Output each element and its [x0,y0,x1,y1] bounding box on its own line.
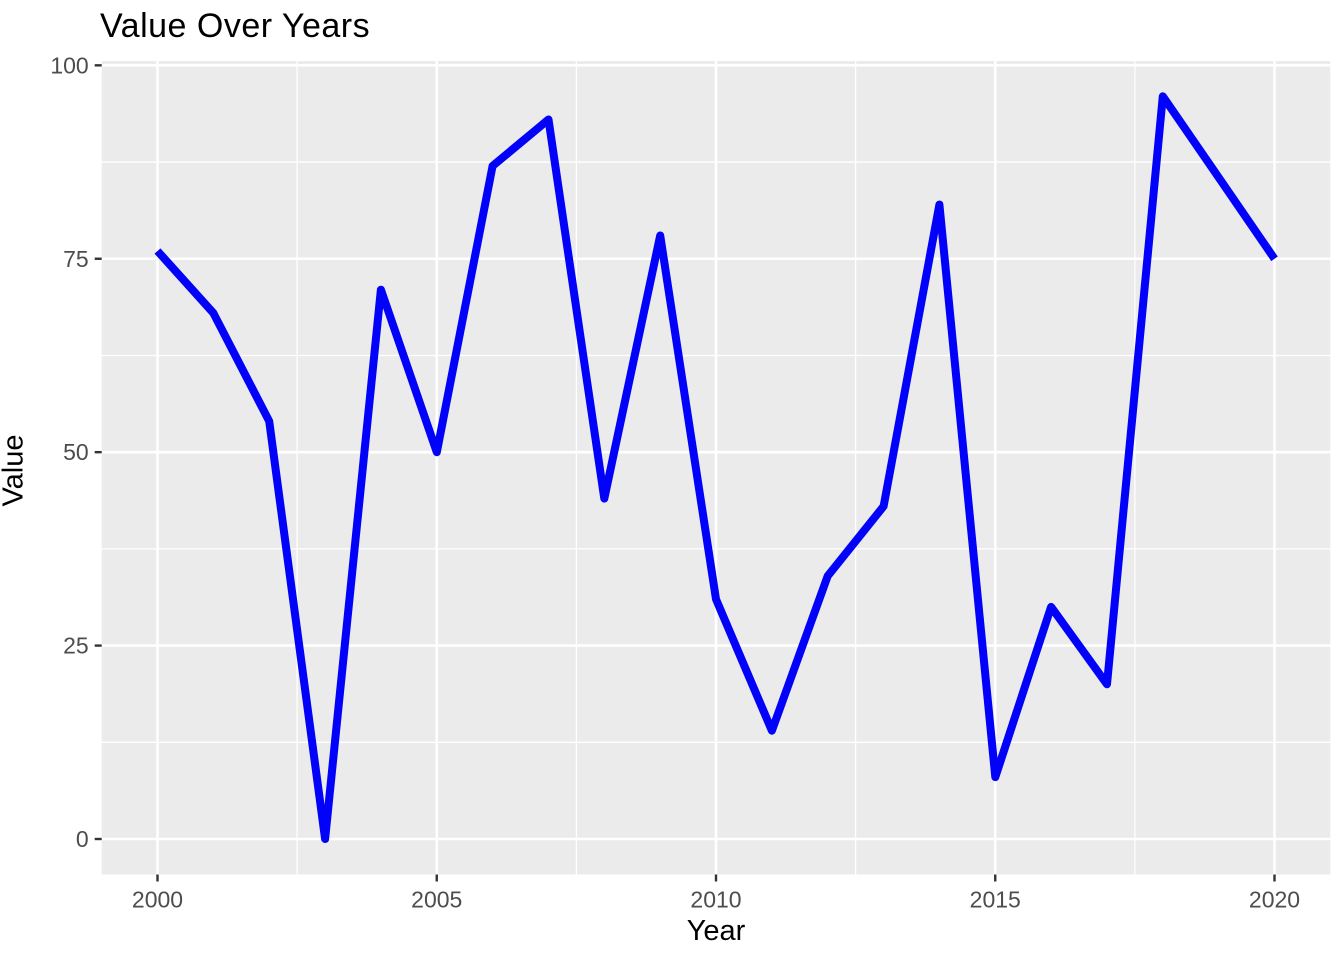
y-tick-label: 75 [63,246,89,272]
chart-title: Value Over Years [100,7,371,45]
x-tick-label: 2015 [970,887,1021,913]
x-axis-title: Year [686,915,746,947]
y-tick-label: 25 [63,633,89,659]
x-tick-label: 2000 [132,887,183,913]
y-tick-label: 0 [76,826,89,852]
value-line [154,92,1278,843]
x-tick-label: 2020 [1249,887,1300,913]
y-tick-label: 50 [63,439,89,465]
y-axis-title: Value [0,434,30,507]
y-tick-label: 100 [50,52,88,78]
x-tick-label: 2010 [690,887,741,913]
x-tick-label: 2005 [411,887,462,913]
